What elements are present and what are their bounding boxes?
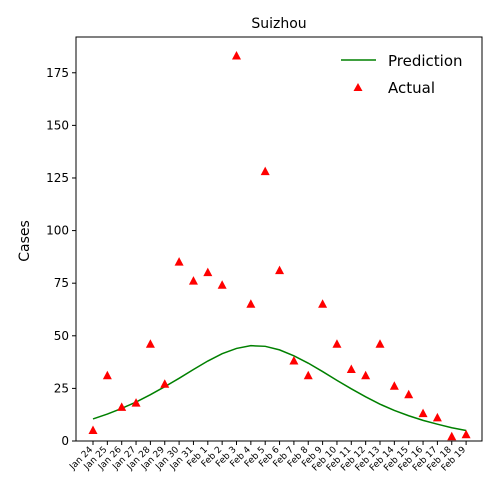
actual-point [461, 429, 471, 439]
chart-title: Suizhou [251, 16, 306, 32]
prediction-series [92, 344, 467, 432]
actual-point [117, 402, 127, 411]
y-tick-label: 25 [54, 381, 69, 395]
actual-point [375, 339, 385, 348]
actual-point [232, 50, 241, 60]
actual-point [432, 412, 442, 422]
y-tick-label: 125 [46, 171, 69, 185]
actual-point [275, 265, 285, 275]
actual-point [203, 267, 213, 277]
actual-point [174, 257, 184, 266]
actual-point [318, 299, 328, 308]
actual-point [246, 299, 256, 308]
actual-point [217, 280, 227, 289]
y-axis-label: Cases [17, 220, 33, 262]
legend-prediction-label: Prediction [388, 52, 463, 70]
actual-point [188, 276, 198, 285]
y-tick-label: 175 [46, 66, 69, 80]
y-tick-label: 50 [54, 329, 69, 343]
actual-point [303, 370, 313, 380]
prediction-line [92, 344, 467, 432]
y-axis: 0 25 50 75 100 125 150 175 [46, 66, 76, 448]
y-tick-label: 100 [46, 224, 69, 238]
actual-point [131, 398, 141, 407]
actual-point [289, 356, 299, 365]
legend: Prediction Actual [341, 52, 463, 97]
actual-point [389, 381, 399, 390]
actual-point [346, 364, 356, 373]
actual-point [260, 166, 270, 176]
legend-actual-marker [353, 83, 363, 91]
actual-point [447, 431, 457, 441]
y-tick-label: 75 [54, 276, 69, 290]
actual-point [88, 425, 98, 434]
plot-frame [75, 36, 483, 442]
actual-point [332, 339, 342, 348]
actual-series [88, 50, 471, 441]
actual-point [102, 370, 112, 380]
legend-actual-label: Actual [388, 79, 435, 97]
actual-point [145, 339, 155, 348]
actual-point [160, 379, 170, 388]
actual-point [418, 408, 428, 418]
actual-point [404, 389, 414, 399]
y-tick-label: 150 [46, 118, 69, 132]
y-tick-label: 0 [61, 434, 69, 448]
actual-point [361, 370, 371, 380]
